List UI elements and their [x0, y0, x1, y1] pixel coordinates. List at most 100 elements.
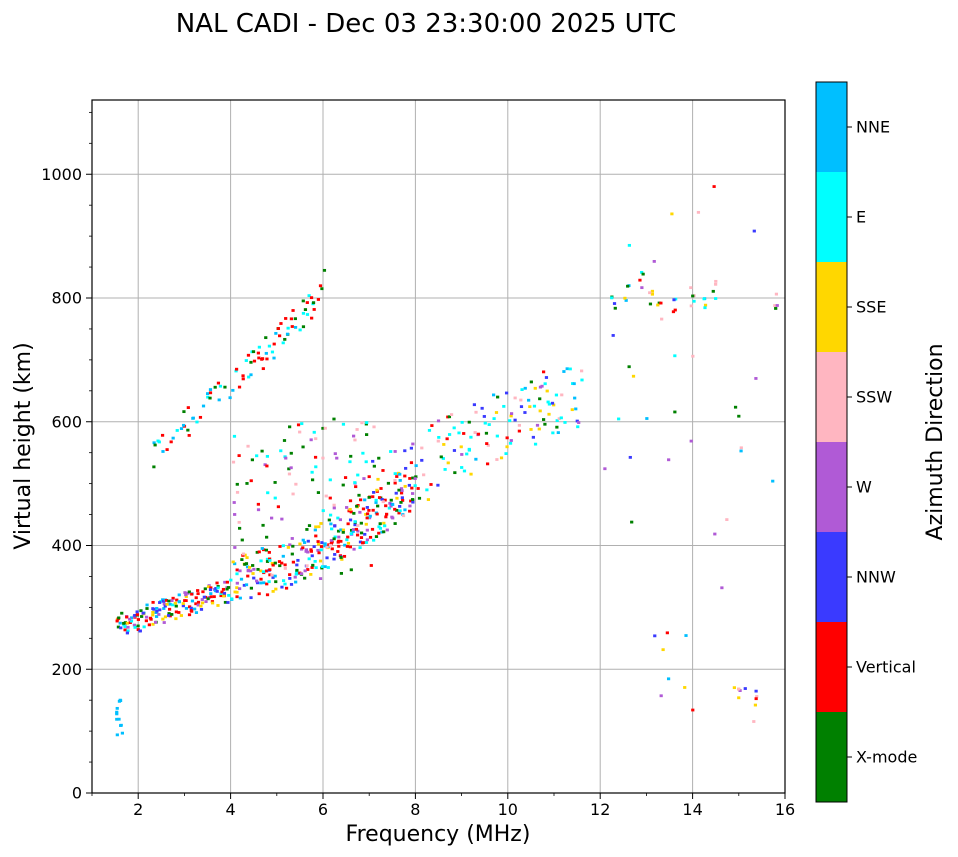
echo-mark — [329, 541, 334, 545]
echo-mark — [388, 501, 392, 505]
echo-mark — [235, 568, 239, 572]
echo-mark — [240, 558, 244, 561]
echo-mark — [167, 614, 171, 617]
echo-mark — [358, 546, 362, 550]
echo-mark — [640, 270, 644, 274]
echo-mark — [260, 449, 264, 453]
echo-mark — [128, 617, 132, 621]
echo-mark — [349, 510, 353, 514]
echo-mark — [293, 325, 298, 329]
echo-mark — [268, 573, 272, 577]
echo-mark — [118, 621, 122, 625]
echo-mark — [370, 527, 375, 531]
echo-mark — [301, 445, 305, 449]
echo-mark — [349, 528, 354, 532]
echo-mark — [395, 508, 399, 512]
echo-mark — [317, 542, 321, 546]
echo-mark — [307, 294, 311, 298]
echo-mark — [177, 593, 181, 597]
echo-mark — [249, 569, 253, 573]
echo-mark — [673, 410, 677, 414]
echo-mark — [659, 301, 663, 305]
echo-mark — [355, 504, 359, 508]
echo-mark — [362, 477, 366, 480]
echo-mark — [436, 483, 440, 487]
echo-mark — [555, 419, 559, 422]
echo-mark — [523, 386, 527, 390]
echo-mark — [573, 396, 577, 400]
echo-mark — [378, 522, 382, 526]
echo-mark — [273, 481, 277, 484]
echo-mark — [237, 520, 241, 524]
echo-mark — [227, 593, 231, 597]
echo-mark — [556, 431, 560, 435]
echo-mark — [233, 562, 237, 566]
echo-mark — [119, 626, 123, 630]
echo-mark — [519, 398, 523, 402]
echo-mark — [310, 470, 314, 474]
echo-mark — [268, 568, 272, 572]
echo-mark — [328, 496, 332, 500]
echo-mark — [560, 393, 564, 397]
echo-mark — [562, 370, 566, 373]
x-tick-label: 10 — [498, 800, 518, 819]
echo-mark — [508, 441, 513, 445]
echo-mark — [238, 526, 242, 530]
echo-mark — [136, 618, 141, 621]
colorbar: X-mode Vertical NNW W SSW SSE E NNE — [815, 81, 917, 803]
echo-mark — [265, 560, 270, 563]
echo-mark — [249, 596, 253, 600]
echo-mark — [383, 524, 387, 528]
echo-mark — [324, 494, 328, 498]
echo-mark — [165, 602, 169, 606]
echo-mark — [162, 602, 166, 606]
echo-mark — [282, 439, 287, 442]
echo-mark — [327, 518, 331, 522]
echo-mark — [129, 619, 134, 623]
echo-mark — [316, 540, 320, 543]
echo-mark — [474, 457, 478, 461]
echo-mark — [219, 594, 223, 598]
echo-mark — [126, 625, 130, 629]
echo-mark — [283, 582, 287, 586]
echo-mark — [375, 512, 379, 516]
echo-mark — [293, 317, 297, 321]
echo-mark — [453, 471, 457, 475]
echo-mark — [333, 535, 337, 539]
echo-mark — [345, 506, 349, 509]
echo-mark — [302, 541, 307, 544]
echo-mark — [449, 413, 454, 416]
echo-mark — [485, 442, 489, 445]
echo-mark — [123, 628, 127, 632]
echo-mark — [660, 317, 664, 321]
echo-mark — [255, 550, 259, 554]
echo-mark — [657, 301, 661, 305]
echo-mark — [205, 392, 210, 396]
echo-mark — [133, 613, 137, 617]
echo-mark — [465, 452, 469, 456]
echo-mark — [301, 311, 306, 315]
echo-mark — [546, 400, 550, 404]
colorbar-tick-label: W — [856, 478, 872, 497]
echo-mark — [255, 579, 259, 583]
echo-mark — [189, 606, 193, 610]
x-tick-label: 2 — [133, 800, 143, 819]
echo-mark — [732, 686, 736, 690]
echo-mark — [361, 451, 365, 455]
echo-mark — [316, 491, 321, 494]
echo-mark — [323, 544, 327, 548]
echo-mark — [162, 621, 166, 624]
echo-mark — [474, 410, 478, 414]
echo-mark — [164, 599, 169, 602]
echo-mark — [739, 449, 743, 453]
echo-mark — [659, 694, 663, 698]
echo-mark — [208, 396, 212, 400]
echo-mark — [393, 479, 397, 482]
echo-mark — [447, 415, 452, 419]
echo-mark — [665, 631, 669, 635]
colorbar-frame — [815, 81, 848, 803]
echo-mark — [393, 481, 397, 485]
echo-mark — [325, 556, 329, 560]
echo-mark — [577, 421, 581, 424]
echo-mark — [528, 405, 532, 409]
